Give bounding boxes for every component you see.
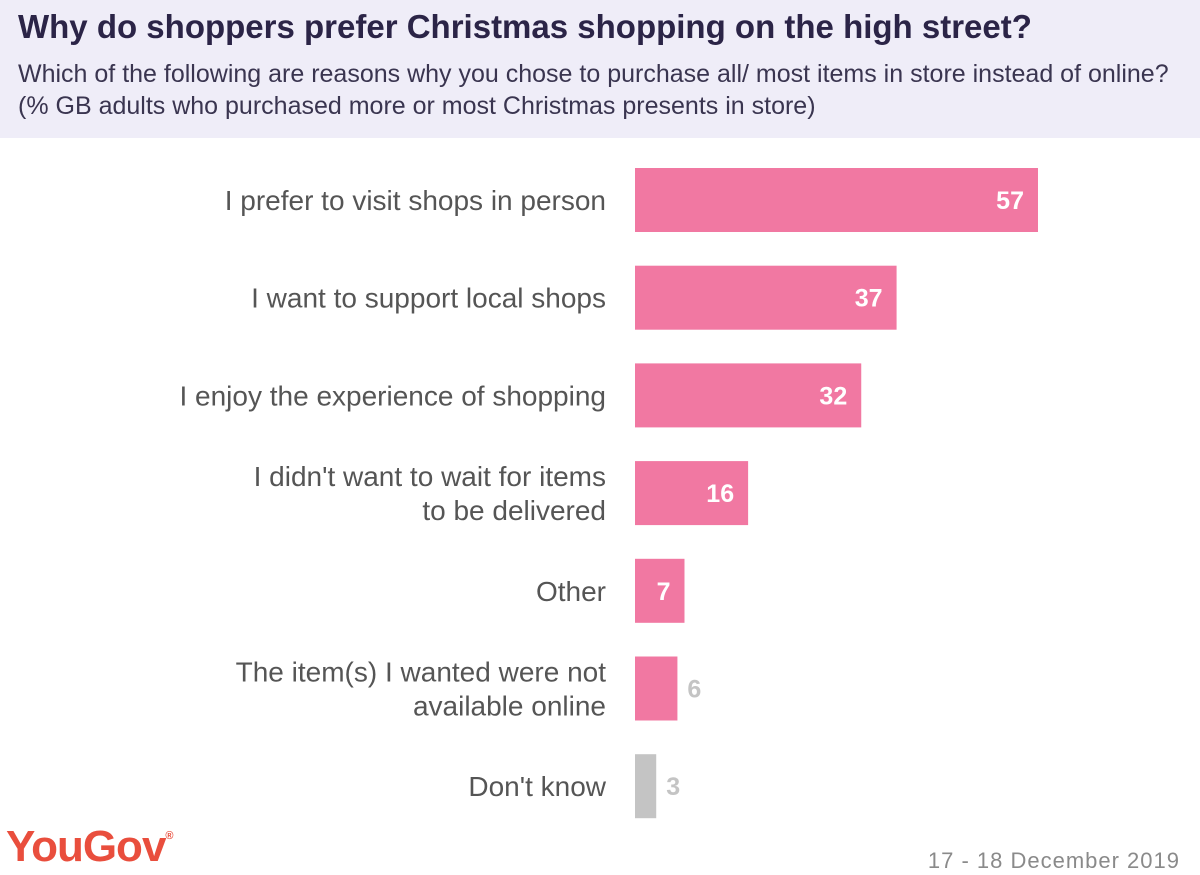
- category-label-line: I enjoy the experience of shopping: [179, 380, 606, 411]
- registered-mark: ®: [165, 830, 173, 842]
- bar-6: [635, 754, 657, 819]
- bar-value-label-2: 32: [819, 382, 847, 410]
- category-label-2: I enjoy the experience of shopping: [179, 380, 606, 411]
- header-band: Why do shoppers prefer Christmas shoppin…: [0, 0, 1200, 138]
- bar-value-label-3: 16: [706, 480, 734, 508]
- bar-2: [635, 363, 862, 428]
- bar-value-label-5: 6: [687, 676, 701, 704]
- bar-5: [635, 656, 678, 721]
- category-label-line: The item(s) I wanted were not: [236, 657, 607, 688]
- category-label-3: I didn't want to wait for items to be del…: [254, 461, 606, 526]
- bar-value-label-6: 3: [666, 773, 680, 801]
- category-label-line: available online: [413, 691, 606, 722]
- category-label-line: I didn't want to wait for items: [254, 461, 606, 492]
- category-label-line: I prefer to visit shops in person: [225, 185, 606, 216]
- bar-value-label-0: 57: [996, 187, 1024, 215]
- bar-value-label-1: 37: [855, 285, 883, 313]
- category-label-4: Other: [536, 576, 606, 607]
- category-label-line: I want to support local shops: [251, 283, 606, 314]
- chart-title: Why do shoppers prefer Christmas shoppin…: [18, 8, 1032, 45]
- brand-name: YouGov: [6, 822, 166, 871]
- category-label-line: Other: [536, 576, 606, 607]
- category-label-line: Don't know: [468, 771, 606, 802]
- bar-0: [635, 168, 1038, 232]
- category-label-line: to be delivered: [422, 495, 606, 526]
- survey-date: 17 - 18 December 2019: [927, 848, 1180, 873]
- bar-1: [635, 265, 897, 330]
- category-label-0: I prefer to visit shops in person: [225, 185, 606, 216]
- bar-4: [635, 558, 685, 623]
- category-label-5: The item(s) I wanted were not available o…: [236, 657, 607, 722]
- category-label-6: Don't know: [468, 771, 606, 802]
- bar-3: [635, 461, 749, 526]
- bar-value-label-4: 7: [657, 578, 671, 606]
- yougov-logo: YouGov®: [6, 822, 174, 872]
- category-label-1: I want to support local shops: [251, 283, 606, 314]
- chart-subtitle: Which of the following are reasons why y…: [18, 60, 1169, 120]
